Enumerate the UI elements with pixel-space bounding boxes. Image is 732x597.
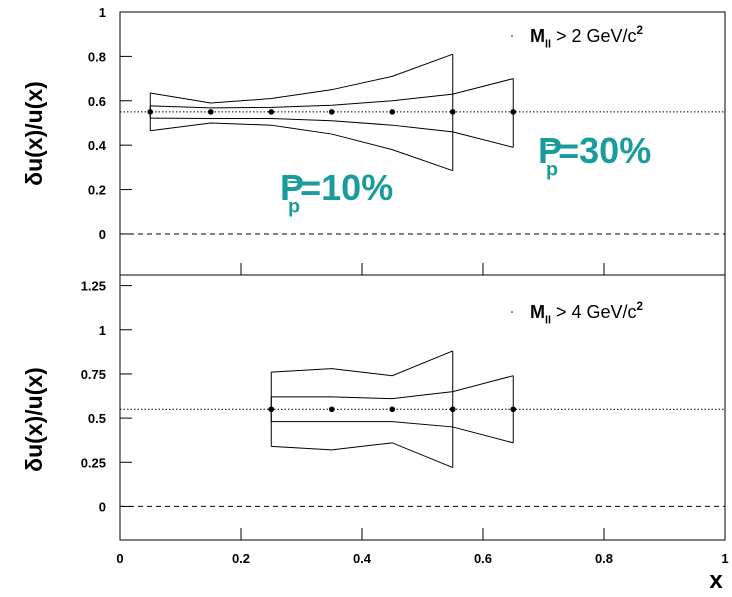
y-tick-label: 0.6 [88, 94, 106, 109]
x-tick-label: 0.6 [474, 551, 492, 566]
text-rest: =30% [558, 130, 651, 171]
data-point [449, 406, 456, 413]
text-sub: p [288, 196, 300, 218]
text-main: M [530, 302, 545, 322]
text-sup: 2 [637, 24, 644, 37]
data-point [510, 406, 517, 413]
text-rest: > 4 GeV/c [551, 302, 637, 322]
text-rest: =10% [300, 167, 393, 208]
data-point [268, 406, 275, 413]
annotation: P– p=30% [538, 130, 651, 181]
y-tick-label: 0.2 [88, 183, 106, 198]
text-rest: > 2 GeV/c [551, 26, 637, 46]
text-sup: – [288, 170, 299, 192]
text-sup: 2 [637, 300, 644, 313]
annotation: Mll > 2 GeV/c2 [530, 24, 644, 51]
band-upper [271, 350, 453, 377]
x-axis-label: x [709, 567, 723, 594]
y-tick-label: 0 [99, 499, 106, 514]
legend-marker [511, 311, 513, 313]
plot-frame [119, 274, 726, 541]
data-point [328, 406, 335, 413]
y-axis-label: δu(x)/u(x) [21, 81, 47, 186]
y-tick-label: 0.25 [81, 455, 106, 470]
text-sub: p [546, 159, 558, 181]
legend-marker [511, 35, 513, 37]
y-tick-label: 0.5 [88, 411, 106, 426]
annotation: P– p=10% [280, 167, 393, 218]
text-main: P [538, 130, 562, 171]
text-main: P [280, 167, 304, 208]
x-tick-label: 1 [721, 551, 728, 566]
x-tick-label: 0.2 [232, 551, 250, 566]
y-tick-label: 0.4 [88, 138, 107, 153]
data-point [510, 109, 517, 115]
y-tick-label: 0.8 [88, 49, 106, 64]
y-tick-label: 0 [99, 227, 106, 242]
band-lower [150, 117, 514, 148]
band-lower [150, 122, 453, 172]
annotation: Mll > 4 GeV/c2 [530, 300, 644, 327]
y-tick-label: 1.25 [81, 279, 106, 294]
y-axis-label: δu(x)/u(x) [21, 367, 47, 472]
band-upper [150, 78, 514, 109]
band-upper [271, 375, 514, 400]
text-sub: ll [545, 38, 551, 50]
text-sub: ll [545, 314, 551, 326]
data-point [268, 109, 275, 115]
text-main: M [530, 26, 545, 46]
data-point [147, 109, 154, 115]
band-lower [271, 442, 453, 469]
band-lower [271, 421, 514, 444]
y-tick-label: 0.75 [81, 367, 106, 382]
x-tick-label: 0 [116, 551, 123, 566]
x-tick-label: 0.4 [353, 551, 372, 566]
data-point [389, 406, 396, 413]
text-sup: – [546, 133, 557, 155]
data-point [207, 109, 214, 115]
data-point [328, 109, 335, 115]
x-tick-label: 0.8 [595, 551, 613, 566]
y-tick-label: 1 [99, 5, 106, 20]
data-point [389, 109, 396, 115]
y-tick-label: 1 [99, 323, 106, 338]
data-point [449, 109, 456, 115]
band-upper [150, 53, 453, 104]
